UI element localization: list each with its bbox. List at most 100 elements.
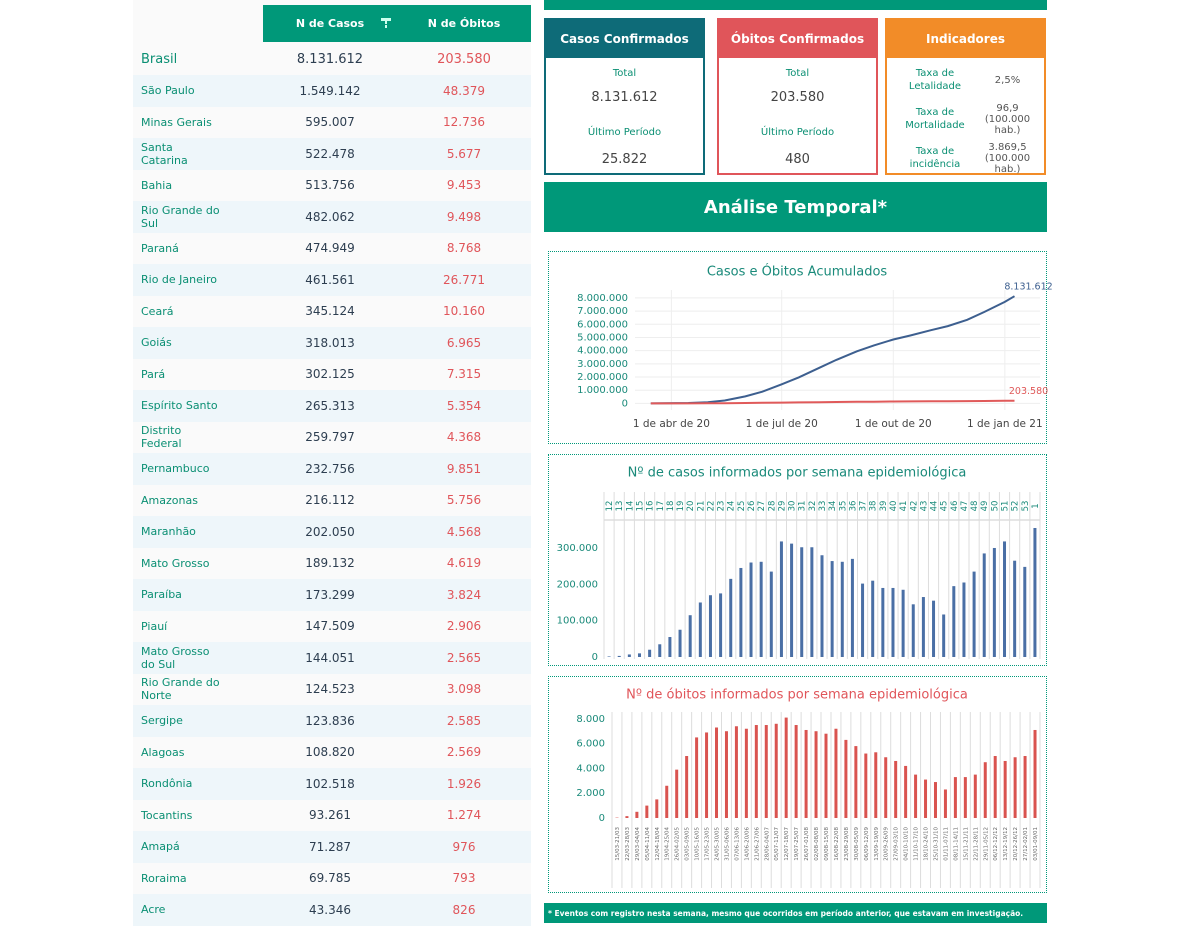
bar: [934, 782, 937, 818]
x-tick-label: 12: [605, 501, 615, 512]
bar: [755, 725, 758, 818]
x-tick-label: 51: [1001, 501, 1011, 512]
x-tick-label: 11/10-17/10: [914, 827, 920, 861]
bar: [1013, 561, 1016, 657]
x-tick-label: 15/03-21/03: [615, 827, 621, 861]
bar: [942, 614, 945, 657]
bar: [815, 731, 818, 818]
bar: [825, 734, 828, 818]
x-tick-label: 13/12-19/12: [1003, 827, 1009, 861]
x-tick-label: 50: [990, 501, 1000, 512]
y-tick-label: 8.000: [576, 714, 605, 725]
x-tick-label: 27/12-02/01: [1023, 827, 1029, 861]
bar: [790, 544, 793, 657]
x-tick-label: 19/04-25/04: [665, 827, 671, 861]
bar: [954, 777, 957, 818]
x-tick-label: 33: [818, 501, 828, 512]
x-tick-label: 27/09-03/10: [894, 827, 900, 861]
bar: [625, 816, 628, 818]
x-tick-label: 22/11-28/11: [973, 827, 979, 861]
bar: [739, 568, 742, 657]
data-label: 203.580: [1009, 386, 1048, 397]
bar: [993, 548, 996, 657]
bar: [994, 756, 997, 818]
bar: [695, 737, 698, 818]
bar: [699, 602, 702, 657]
x-tick-label: 25/10-31/10: [933, 827, 939, 861]
x-tick-label: 18/10-24/10: [924, 827, 930, 861]
x-tick-label: 10/05-16/05: [695, 827, 701, 861]
chart-title: Nº de casos informados por semana epidem…: [628, 466, 967, 481]
bar: [1014, 757, 1017, 818]
bar: [689, 615, 692, 657]
x-tick-label: 15/11-21/11: [963, 827, 969, 861]
x-tick-label: 22: [706, 501, 716, 512]
bar: [729, 579, 732, 657]
x-tick-label: 46: [950, 501, 960, 512]
x-tick-label: 28/06-04/07: [764, 827, 770, 861]
x-tick-label: 16/08-22/08: [834, 827, 840, 861]
y-tick-label: 3.000.000: [577, 359, 628, 370]
bar: [834, 729, 837, 818]
x-tick-label: 24: [727, 501, 737, 512]
x-tick-label: 05/04-11/04: [645, 827, 651, 861]
y-tick-label: 2.000: [576, 788, 605, 799]
bar: [658, 644, 661, 657]
bar: [904, 766, 907, 818]
x-tick-label: 18: [666, 501, 676, 512]
x-tick-label: 43: [919, 501, 929, 512]
total-value: 203.580: [719, 90, 876, 105]
bar: [844, 740, 847, 818]
x-tick-label: 30/08-05/09: [854, 827, 860, 861]
x-tick-label: 29/03-04/04: [635, 827, 641, 861]
x-tick-label: 23/08-29/08: [844, 827, 850, 861]
bar: [638, 653, 641, 657]
x-tick-label: 48: [970, 501, 980, 512]
x-tick-label: 31: [798, 501, 808, 512]
y-tick-label: 4.000: [576, 763, 605, 774]
x-tick-label: 1 de out de 20: [855, 418, 932, 430]
bar: [962, 583, 965, 657]
bar: [770, 572, 773, 657]
x-tick-label: 07/06-13/06: [734, 827, 740, 861]
y-tick-label: 0: [622, 398, 628, 409]
bar: [628, 654, 631, 657]
y-tick-label: 0: [592, 652, 598, 663]
x-tick-label: 24/05-30/05: [715, 827, 721, 861]
bar: [795, 725, 798, 818]
bar: [679, 630, 682, 657]
bar: [821, 555, 824, 657]
line: [651, 296, 1015, 403]
x-tick-label: 08/11-14/11: [953, 827, 959, 861]
bar: [864, 754, 867, 818]
x-tick-label: 12/04-18/04: [655, 827, 661, 861]
x-tick-label: 28: [767, 501, 777, 512]
y-tick-label: 7.000.000: [577, 306, 628, 317]
chart-title: Casos e Óbitos Acumulados: [707, 264, 888, 280]
y-tick-label: 6.000.000: [577, 319, 628, 330]
x-tick-label: 13: [615, 501, 625, 512]
period-label: Último Período: [546, 127, 703, 138]
y-tick-label: 4.000.000: [577, 346, 628, 357]
bar: [884, 757, 887, 818]
x-tick-label: 47: [960, 501, 970, 512]
x-tick-label: 27: [757, 501, 767, 512]
bar: [841, 562, 844, 657]
y-tick-label: 2.000.000: [577, 372, 628, 383]
y-tick-label: 6.000: [576, 739, 605, 750]
bar: [705, 732, 708, 818]
x-tick-label: 17/05-23/05: [705, 827, 711, 861]
bar: [871, 581, 874, 657]
x-tick-label: 41: [899, 501, 909, 512]
x-tick-label: 20: [686, 501, 696, 512]
bar: [914, 775, 917, 818]
x-tick-label: 05/07-11/07: [774, 827, 780, 861]
period-value: 25.822: [546, 152, 703, 167]
y-tick-label: 300.000: [557, 543, 598, 554]
x-tick-label: 23: [717, 501, 727, 512]
card-title: Óbitos Confirmados: [719, 20, 876, 58]
bar: [765, 725, 768, 818]
x-tick-label: 06/09-12/09: [864, 827, 870, 861]
